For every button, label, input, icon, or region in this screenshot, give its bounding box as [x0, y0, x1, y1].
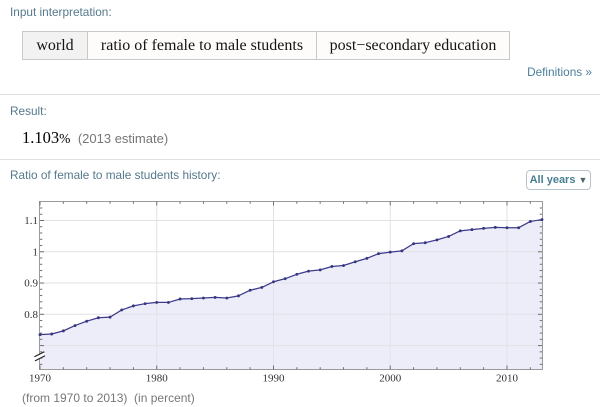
svg-text:2010: 2010 — [496, 373, 519, 385]
svg-text:1990: 1990 — [262, 373, 285, 385]
svg-text:1.1: 1.1 — [24, 215, 38, 227]
svg-text:0.8: 0.8 — [24, 309, 38, 321]
svg-text:1980: 1980 — [146, 373, 169, 385]
svg-text:0.9: 0.9 — [24, 278, 38, 290]
svg-text:2000: 2000 — [379, 373, 402, 385]
svg-text:1: 1 — [33, 246, 39, 258]
svg-text:1970: 1970 — [29, 373, 52, 385]
